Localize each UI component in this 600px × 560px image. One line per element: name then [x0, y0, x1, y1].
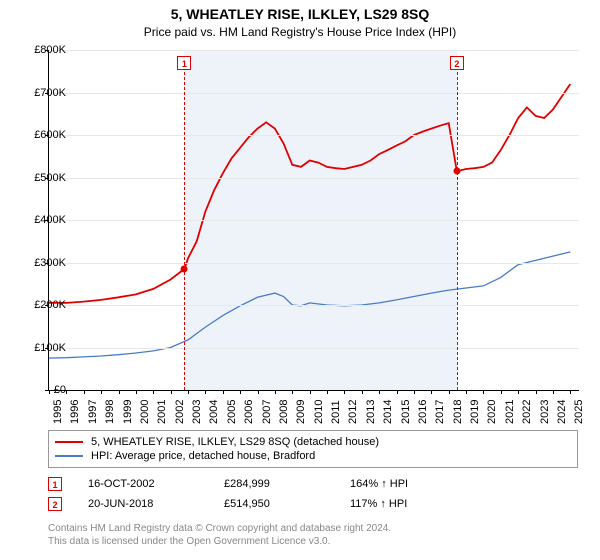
x-axis-label: 2023	[539, 400, 551, 424]
gridline	[49, 220, 579, 221]
y-axis-label: £100K	[22, 342, 66, 354]
x-axis-label: 1995	[52, 400, 64, 424]
legend-label-hpi: HPI: Average price, detached house, Brad…	[91, 450, 315, 462]
y-axis-label: £800K	[22, 44, 66, 56]
gridline	[49, 50, 579, 51]
gridline	[49, 135, 579, 136]
x-axis-label: 2009	[295, 400, 307, 424]
sale-row-2: 2 20-JUN-2018 £514,950 117% ↑ HPI	[48, 494, 578, 514]
x-axis-label: 2008	[278, 400, 290, 424]
x-axis-label: 1998	[104, 400, 116, 424]
x-axis-label: 2016	[417, 400, 429, 424]
sale-dot-1	[181, 265, 188, 272]
sale-price-2: £514,950	[224, 498, 324, 510]
y-axis-label: £400K	[22, 214, 66, 226]
x-axis-label: 2025	[573, 400, 585, 424]
x-axis-label: 2017	[434, 400, 446, 424]
x-axis-label: 2010	[313, 400, 325, 424]
gridline	[49, 263, 579, 264]
y-axis-label: £300K	[22, 257, 66, 269]
gridline	[49, 93, 579, 94]
legend-label-property: 5, WHEATLEY RISE, ILKLEY, LS29 8SQ (deta…	[91, 436, 379, 448]
x-axis-label: 2011	[330, 400, 342, 424]
chart-subtitle: Price paid vs. HM Land Registry's House …	[0, 22, 600, 45]
x-axis-label: 2018	[452, 400, 464, 424]
x-axis-label: 1996	[69, 400, 81, 424]
x-axis-label: 2014	[382, 400, 394, 424]
chart-title: 5, WHEATLEY RISE, ILKLEY, LS29 8SQ	[0, 0, 600, 22]
sale-dot-2	[453, 168, 460, 175]
x-axis-label: 2006	[243, 400, 255, 424]
x-axis-label: 2021	[504, 400, 516, 424]
x-axis-label: 2005	[226, 400, 238, 424]
x-axis-label: 1999	[122, 400, 134, 424]
x-axis-label: 2004	[208, 400, 220, 424]
gridline	[49, 305, 579, 306]
sales-table: 1 16-OCT-2002 £284,999 164% ↑ HPI 2 20-J…	[48, 474, 578, 514]
sale-vline-2	[457, 72, 458, 390]
legend-box: 5, WHEATLEY RISE, ILKLEY, LS29 8SQ (deta…	[48, 430, 578, 468]
chart-sale-marker-1: 1	[177, 56, 191, 70]
x-axis-label: 2015	[400, 400, 412, 424]
gridline	[49, 348, 579, 349]
legend-row-property: 5, WHEATLEY RISE, ILKLEY, LS29 8SQ (deta…	[55, 435, 571, 449]
plot-area: 12	[48, 50, 579, 391]
x-axis-label: 1997	[87, 400, 99, 424]
y-axis-label: £500K	[22, 172, 66, 184]
y-axis-label: £700K	[22, 87, 66, 99]
gridline	[49, 178, 579, 179]
sale-vline-1	[184, 72, 185, 390]
sale-date-1: 16-OCT-2002	[88, 478, 198, 490]
chart-container: 5, WHEATLEY RISE, ILKLEY, LS29 8SQ Price…	[0, 0, 600, 560]
sale-marker-2: 2	[48, 497, 62, 511]
sale-date-2: 20-JUN-2018	[88, 498, 198, 510]
y-axis-label: £600K	[22, 129, 66, 141]
series-line-property	[49, 84, 570, 303]
x-axis-label: 2002	[174, 400, 186, 424]
x-axis-label: 2019	[469, 400, 481, 424]
legend-row-hpi: HPI: Average price, detached house, Brad…	[55, 449, 571, 463]
x-axis-label: 2001	[156, 400, 168, 424]
x-axis-label: 2022	[521, 400, 533, 424]
footer: Contains HM Land Registry data © Crown c…	[48, 522, 578, 548]
sale-price-1: £284,999	[224, 478, 324, 490]
legend-swatch-hpi	[55, 455, 83, 457]
x-axis-label: 2003	[191, 400, 203, 424]
legend-swatch-property	[55, 441, 83, 443]
sale-row-1: 1 16-OCT-2002 £284,999 164% ↑ HPI	[48, 474, 578, 494]
sale-pct-1: 164% ↑ HPI	[350, 478, 408, 490]
footer-line1: Contains HM Land Registry data © Crown c…	[48, 522, 578, 535]
sale-marker-1: 1	[48, 477, 62, 491]
sale-pct-2: 117% ↑ HPI	[350, 498, 407, 510]
x-axis-label: 2000	[139, 400, 151, 424]
x-axis-label: 2020	[486, 400, 498, 424]
footer-line2: This data is licensed under the Open Gov…	[48, 535, 578, 548]
chart-sale-marker-2: 2	[450, 56, 464, 70]
y-axis-label: £200K	[22, 299, 66, 311]
x-axis-label: 2013	[365, 400, 377, 424]
y-axis-label: £0	[22, 384, 66, 396]
x-axis-label: 2007	[261, 400, 273, 424]
x-axis-label: 2024	[556, 400, 568, 424]
x-axis-label: 2012	[347, 400, 359, 424]
